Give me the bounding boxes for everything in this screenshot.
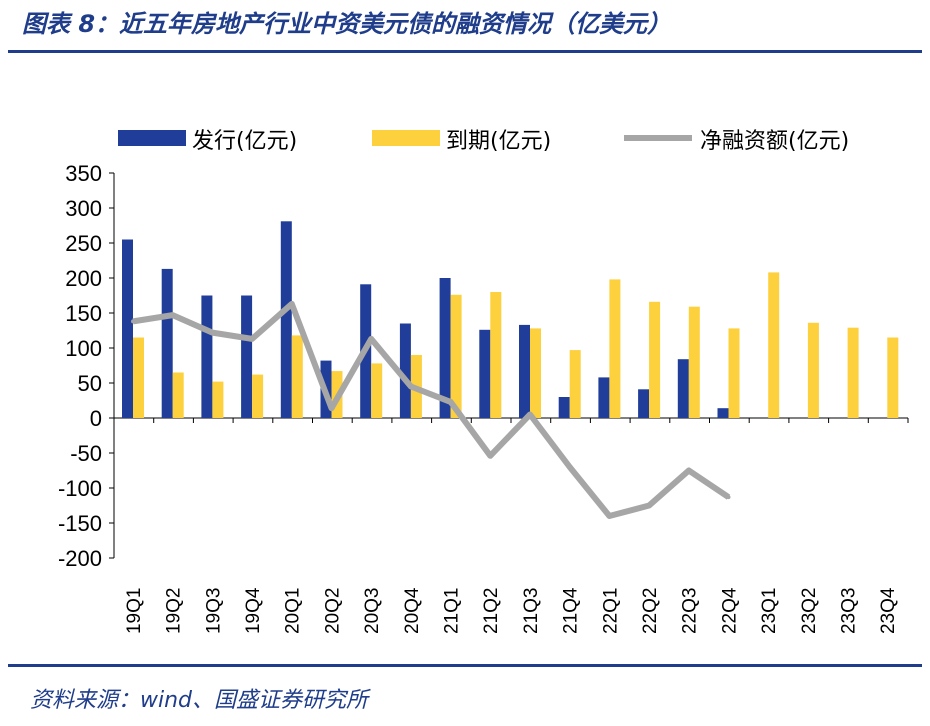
net-financing-point xyxy=(210,330,215,335)
bar-issuance xyxy=(122,239,133,418)
bar-maturity xyxy=(371,363,383,418)
net-financing-point xyxy=(607,514,612,518)
y-tick-label: 100 xyxy=(65,336,102,361)
x-tick-label: 19Q2 xyxy=(164,588,185,634)
legend: 发行(亿元) 到期(亿元) 净融资额(亿元) xyxy=(118,129,849,154)
x-tick-label: 19Q3 xyxy=(203,588,224,634)
bar-maturity xyxy=(530,328,541,418)
x-tick-label: 19Q1 xyxy=(124,588,145,634)
bar-issuance xyxy=(479,329,491,418)
bar-issuance xyxy=(717,408,729,418)
net-financing-point xyxy=(170,313,175,318)
bar-issuance xyxy=(598,377,610,418)
bar-issuance xyxy=(161,268,173,418)
net-financing-point xyxy=(567,465,572,469)
bar-issuance xyxy=(519,324,530,418)
x-tick-label: 20Q1 xyxy=(283,588,304,634)
bar-maturity xyxy=(768,272,780,418)
y-tick-label: -150 xyxy=(58,511,102,536)
legend-swatch-maturity xyxy=(372,130,440,146)
y-tick-label: 50 xyxy=(78,371,102,396)
source-note: 资料来源：wind、国盛证券研究所 xyxy=(30,688,369,713)
legend-label-maturity: 到期(亿元) xyxy=(446,129,551,154)
x-tick-label: 23Q1 xyxy=(759,588,780,634)
x-tick-label: 23Q2 xyxy=(799,588,820,634)
x-tick-label: 21Q3 xyxy=(521,588,542,634)
x-tick-label: 22Q2 xyxy=(640,588,661,634)
x-tick-label: 21Q4 xyxy=(561,587,582,634)
net-financing-point xyxy=(369,336,374,341)
bar-issuance xyxy=(677,359,689,418)
bar-maturity xyxy=(887,337,899,418)
bar-issuance xyxy=(439,278,451,418)
bar-issuance xyxy=(280,221,292,418)
x-tick-label: 22Q3 xyxy=(680,588,701,634)
bars xyxy=(122,221,899,418)
top-rule xyxy=(8,50,922,53)
y-tick-label: -100 xyxy=(58,476,102,501)
bar-maturity xyxy=(728,328,740,418)
bar-maturity xyxy=(609,279,621,418)
y-tick-label: -50 xyxy=(70,441,102,466)
bar-maturity xyxy=(291,335,303,418)
y-tick-label: 300 xyxy=(65,196,102,221)
bar-issuance xyxy=(241,295,253,418)
y-tick-label: 200 xyxy=(65,266,102,291)
x-tick-label: 19Q4 xyxy=(243,587,264,634)
x-axis-labels: 19Q1 19Q2 19Q3 19Q4 20Q1 20Q2 20Q3 20Q4 21Q1 21Q2… xyxy=(124,587,899,634)
y-tick-label: 250 xyxy=(65,231,102,256)
axes: 350 300 250 200 150 100 50 0 -50 -100 -150 -200 xyxy=(58,161,909,571)
net-financing-series xyxy=(131,300,731,519)
y-tick-label: 0 xyxy=(90,406,102,431)
x-tick-label: 22Q4 xyxy=(719,587,740,634)
bar-maturity xyxy=(569,350,581,418)
chart-title: 图表 8：近五年房地产行业中资美元债的融资情况（亿美元） xyxy=(22,10,672,38)
y-tick-label: 150 xyxy=(65,301,102,326)
bar-maturity xyxy=(688,306,700,418)
y-tick-label: -200 xyxy=(58,546,102,571)
net-financing-point xyxy=(131,319,135,324)
bar-maturity xyxy=(490,292,502,418)
x-tick-label: 20Q4 xyxy=(402,587,423,634)
x-tick-label: 21Q1 xyxy=(441,588,462,634)
x-tick-label: 22Q1 xyxy=(600,588,621,634)
bar-maturity xyxy=(847,327,859,418)
net-financing-point xyxy=(289,301,294,306)
legend-label-issuance: 发行(亿元) xyxy=(192,129,297,154)
bar-issuance xyxy=(399,323,411,418)
net-financing-point xyxy=(448,399,453,404)
net-financing-point xyxy=(250,336,255,341)
bar-maturity xyxy=(212,381,224,418)
bar-issuance xyxy=(201,295,213,418)
bar-issuance xyxy=(558,397,570,418)
net-financing-line xyxy=(132,300,731,519)
x-tick-label: 20Q2 xyxy=(322,588,343,634)
y-tick-label: 350 xyxy=(65,161,102,186)
bar-maturity xyxy=(252,374,264,418)
bar-maturity xyxy=(649,301,661,418)
x-tick-label: 21Q2 xyxy=(481,588,502,634)
net-financing-point xyxy=(408,384,413,389)
legend-swatch-issuance xyxy=(118,130,186,146)
net-financing-point xyxy=(329,406,334,411)
net-financing-point xyxy=(726,495,731,500)
x-tick-label: 23Q4 xyxy=(878,587,899,634)
net-financing-point xyxy=(488,453,493,458)
bar-maturity xyxy=(450,294,462,418)
bar-issuance xyxy=(638,389,650,418)
x-tick-label: 23Q3 xyxy=(838,588,859,634)
x-tick-label: 20Q3 xyxy=(362,588,383,634)
legend-label-net-financing: 净融资额(亿元) xyxy=(700,129,849,154)
bar-maturity xyxy=(133,337,144,418)
net-financing-point xyxy=(686,468,691,473)
net-financing-point xyxy=(647,503,652,508)
bar-maturity xyxy=(807,322,819,418)
net-financing-point xyxy=(528,412,532,417)
bar-maturity xyxy=(172,372,184,418)
bottom-rule xyxy=(8,664,922,667)
